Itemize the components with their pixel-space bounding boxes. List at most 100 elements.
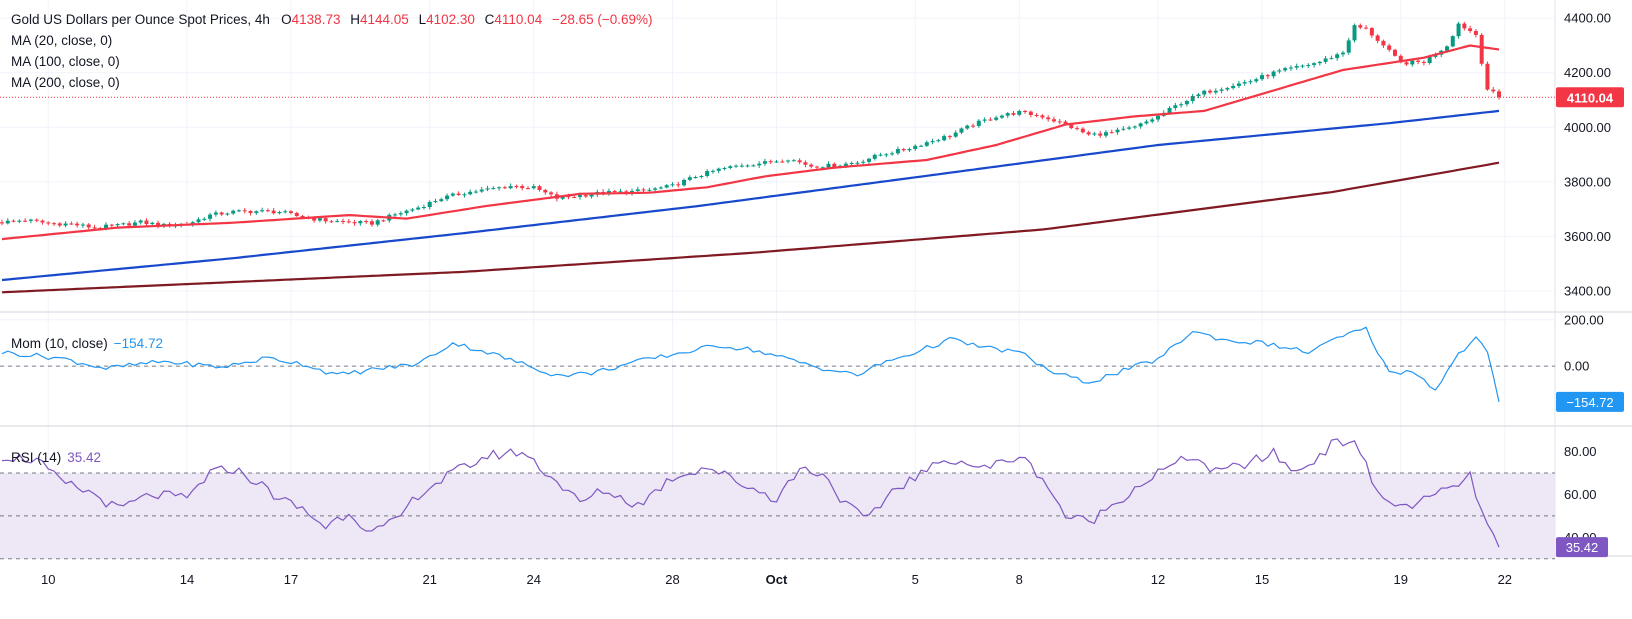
candle-body bbox=[150, 222, 155, 225]
candle bbox=[398, 211, 403, 217]
candle bbox=[716, 167, 721, 174]
ma20-legend[interactable]: MA (20, close, 0) bbox=[11, 31, 112, 51]
x-tick-label: 10 bbox=[41, 572, 55, 587]
candle bbox=[1121, 126, 1126, 131]
candle-body bbox=[670, 184, 675, 186]
candle-body bbox=[774, 161, 779, 163]
candle bbox=[884, 152, 889, 158]
candle bbox=[196, 217, 201, 224]
candle-body bbox=[1046, 117, 1051, 120]
candle bbox=[1150, 117, 1155, 124]
y-tick-label: 200.00 bbox=[1564, 312, 1604, 327]
candle-body bbox=[427, 201, 432, 208]
candle-body bbox=[1156, 115, 1160, 120]
candle-body bbox=[364, 221, 369, 223]
y-tick-label: 4200.00 bbox=[1564, 65, 1611, 80]
ma200-legend[interactable]: MA (200, close, 0) bbox=[11, 73, 120, 93]
candle bbox=[1046, 115, 1051, 122]
candle bbox=[1184, 99, 1189, 107]
x-tick-label: 24 bbox=[527, 572, 541, 587]
candle bbox=[982, 117, 987, 123]
candle bbox=[1416, 59, 1421, 65]
candle-body bbox=[277, 212, 282, 214]
candle-body bbox=[699, 176, 704, 178]
candle bbox=[1202, 89, 1207, 97]
candle-body bbox=[895, 149, 900, 154]
candle bbox=[1277, 68, 1282, 74]
momentum-value-tag bbox=[1556, 391, 1624, 412]
candle bbox=[416, 205, 421, 211]
open-label: O bbox=[281, 12, 292, 27]
ma100-legend[interactable]: MA (100, close, 0) bbox=[11, 52, 120, 72]
candle-body bbox=[578, 195, 582, 198]
candle bbox=[63, 221, 68, 228]
candle-body bbox=[1323, 58, 1328, 62]
candle bbox=[959, 127, 964, 135]
candle-body bbox=[416, 207, 421, 210]
candle bbox=[953, 130, 958, 138]
candle bbox=[213, 210, 218, 217]
candle bbox=[40, 219, 45, 225]
candle-body bbox=[1167, 107, 1172, 113]
candle-body bbox=[849, 163, 854, 165]
candle bbox=[1092, 131, 1097, 136]
last-price-label: 4110.04 bbox=[1567, 90, 1614, 105]
candle-body bbox=[1202, 90, 1207, 95]
candle-body bbox=[890, 153, 895, 155]
candle-body bbox=[196, 219, 201, 223]
candle bbox=[1283, 66, 1288, 72]
candle bbox=[1080, 127, 1085, 134]
candle bbox=[531, 183, 536, 190]
candle-body bbox=[86, 224, 91, 228]
candle-body bbox=[1028, 111, 1033, 116]
candle-body bbox=[1184, 100, 1189, 105]
candle-body bbox=[485, 188, 490, 190]
candle-body bbox=[317, 218, 322, 221]
candle bbox=[1231, 83, 1236, 90]
candle-body bbox=[942, 136, 947, 141]
candle-body bbox=[1335, 54, 1340, 59]
candle-body bbox=[254, 211, 259, 214]
rsi-legend[interactable]: RSI (14) 35.42 bbox=[11, 448, 101, 468]
candle-body bbox=[1086, 132, 1091, 135]
momentum-label: Mom (10, close) bbox=[11, 336, 108, 351]
candle bbox=[734, 164, 739, 168]
candle bbox=[485, 185, 490, 192]
y-tick-label: 0.00 bbox=[1564, 359, 1589, 374]
candle bbox=[283, 209, 288, 214]
candle bbox=[878, 152, 883, 157]
candle-body bbox=[820, 167, 825, 169]
candle bbox=[520, 184, 525, 191]
candle bbox=[1491, 86, 1496, 94]
candle-body bbox=[1213, 90, 1218, 93]
candle-body bbox=[635, 189, 640, 191]
candle-body bbox=[508, 186, 513, 189]
candle bbox=[855, 160, 860, 165]
candle-body bbox=[762, 161, 767, 164]
candle bbox=[410, 207, 415, 213]
candle bbox=[265, 208, 270, 213]
candle-body bbox=[57, 223, 62, 226]
candle bbox=[1265, 73, 1270, 79]
candle-body bbox=[664, 185, 669, 188]
candle-body bbox=[1150, 119, 1155, 122]
candle-body bbox=[329, 221, 334, 223]
candle bbox=[46, 221, 51, 226]
candle bbox=[1306, 63, 1311, 69]
momentum-legend[interactable]: Mom (10, close) −154.72 bbox=[11, 334, 163, 354]
candle bbox=[1213, 88, 1218, 95]
candle bbox=[664, 184, 669, 189]
candle-body bbox=[398, 213, 403, 215]
candle-body bbox=[40, 220, 45, 223]
candle-body bbox=[780, 161, 785, 163]
candle-body bbox=[1023, 110, 1028, 112]
candle bbox=[1103, 130, 1108, 138]
candle-body bbox=[439, 199, 444, 202]
candle bbox=[1086, 130, 1091, 136]
candle-body bbox=[236, 210, 241, 212]
candle-body bbox=[456, 193, 461, 195]
momentum-line bbox=[1, 326, 1500, 403]
candle-body bbox=[658, 187, 663, 189]
candle bbox=[260, 207, 265, 213]
